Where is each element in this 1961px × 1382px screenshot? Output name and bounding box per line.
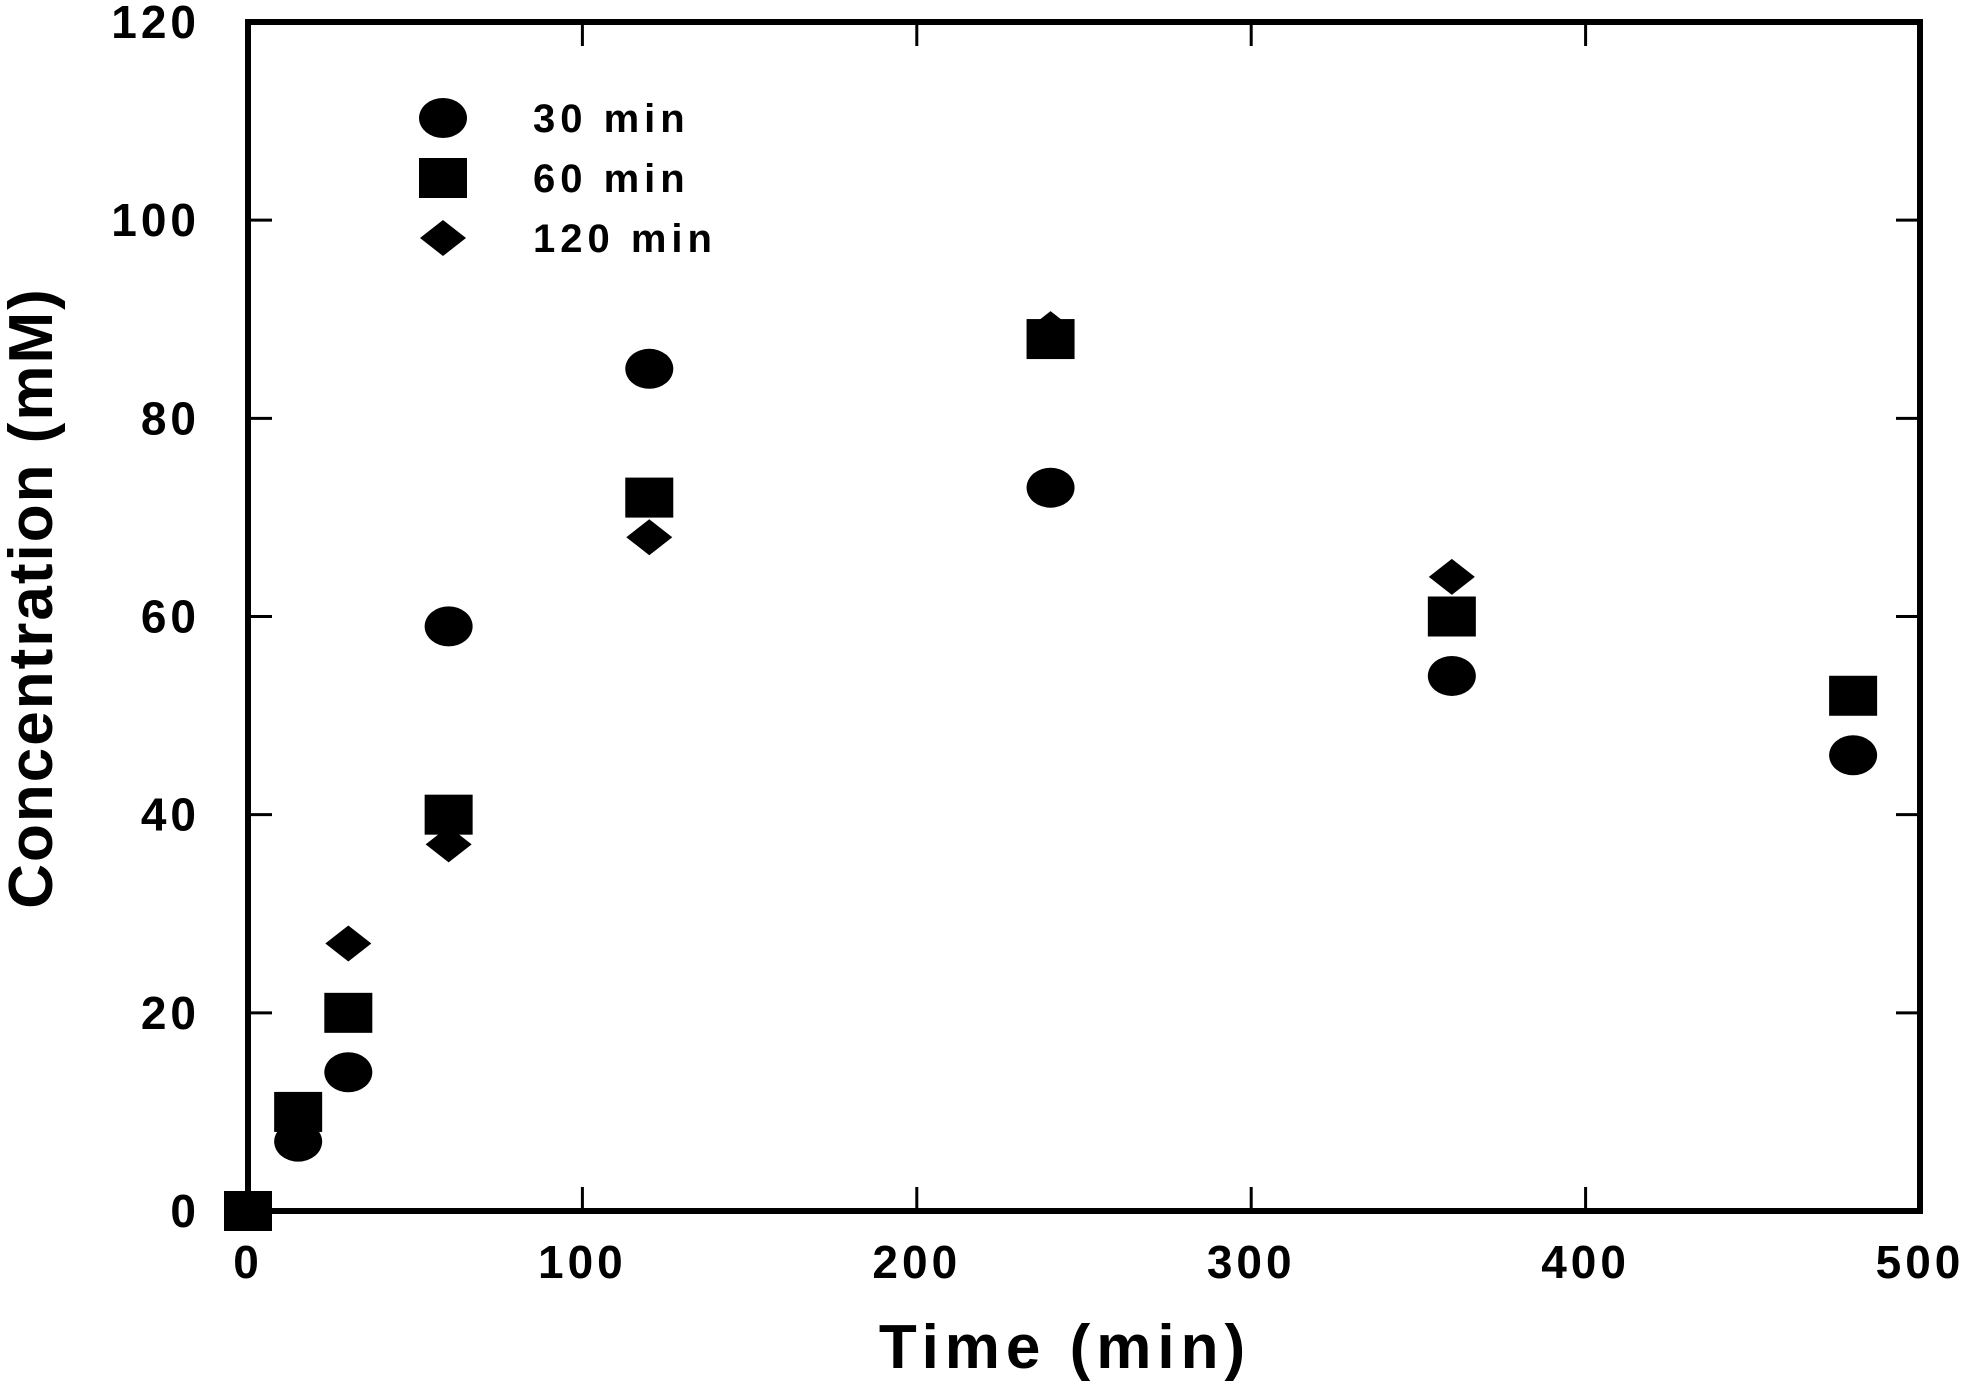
data-point-square (1427, 596, 1476, 637)
data-point-circle (1829, 735, 1878, 776)
y-tick-label: 120 (111, 0, 200, 48)
legend-label: 60 min (533, 157, 690, 201)
legend: 30 min 60 min 120 min (419, 97, 717, 261)
data-point-square (625, 477, 674, 518)
data-point-diamond (1428, 558, 1475, 595)
x-tick-label: 200 (872, 1236, 961, 1288)
data-point-diamond (325, 925, 372, 962)
data-point-square (324, 992, 373, 1033)
data-point-circle (1427, 655, 1476, 696)
plot-frame (245, 19, 1923, 1214)
legend-label: 120 min (533, 217, 717, 261)
data-point-square (1026, 319, 1075, 360)
data-point-circle (1026, 467, 1075, 508)
y-tick-label: 60 (141, 591, 200, 643)
x-axis-title: Time (min) (879, 1313, 1251, 1382)
data-point-square (424, 794, 473, 835)
data-point-diamond (626, 519, 673, 556)
data-point-circle (224, 1191, 272, 1231)
y-tick-label: 40 (141, 789, 200, 841)
x-tick-label: 100 (538, 1236, 627, 1288)
data-point-square (1829, 675, 1878, 716)
legend-label: 30 min (533, 97, 690, 141)
legend-marker-square (419, 158, 467, 198)
legend-marker-diamond (420, 220, 466, 256)
x-tick-label: 0 (233, 1236, 263, 1288)
data-point-circle (324, 1052, 373, 1093)
data-point-circle (625, 348, 674, 389)
x-tick-label: 400 (1541, 1236, 1630, 1288)
y-tick-label: 80 (141, 392, 200, 444)
data-point-diamond (425, 826, 472, 863)
data-point-circle (424, 606, 473, 647)
y-axis-title: Concentration (mM) (0, 287, 66, 909)
legend-marker-circle (419, 98, 467, 138)
y-tick-label: 100 (111, 194, 200, 246)
x-tick-label: 300 (1207, 1236, 1296, 1288)
y-tick-label: 20 (141, 987, 200, 1039)
y-tick-label: 0 (170, 1185, 200, 1237)
data-point-circle (274, 1121, 323, 1162)
x-tick-label: 500 (1876, 1236, 1961, 1288)
